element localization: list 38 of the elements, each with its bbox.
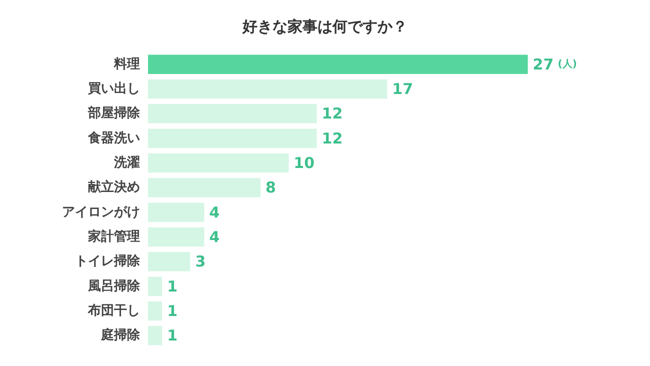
y-tick-label: 食器洗い [87,130,140,146]
y-tick-label: 献立決め [88,179,140,196]
bar [148,301,162,321]
bar [148,178,261,198]
data-label: 8 [266,178,276,197]
data-label: 12 [322,104,343,123]
y-tick-label: 庭掃除 [100,327,141,344]
data-label: 3 [195,252,206,271]
data-label: 1 [167,326,178,345]
bar [148,153,289,173]
bar [148,128,317,148]
y-tick-label: アイロンがけ [62,204,140,220]
bar [148,202,204,222]
y-tick-label: 風呂掃除 [87,278,141,294]
y-tick-label: 料理 [113,56,140,72]
y-tick-label: 布団干し [87,304,140,318]
y-tick-label: 部屋掃除 [87,105,141,122]
data-label: 1 [167,277,178,296]
data-label: 4 [209,203,220,222]
bar [148,104,317,124]
y-tick-label: 買い出し [87,82,140,96]
data-label: 10 [294,154,315,172]
bar [148,79,388,99]
bar [148,54,528,74]
text: (人) [558,58,577,70]
bar [148,227,204,247]
data-label: 27 [532,55,554,74]
y-tick-label: トイレ掃除 [75,254,141,270]
data-label: 17 [392,80,414,98]
bar [148,252,190,272]
y-tick-label: 洗濯 [113,156,140,170]
data-label: 1 [167,302,178,320]
data-label: 12 [322,129,343,148]
data-label: 4 [209,228,220,246]
y-tick-label: 家計管理 [87,228,140,244]
bar [148,276,162,296]
chart-title: 好きな家事は何ですか？ [242,18,408,36]
bar [148,326,162,346]
